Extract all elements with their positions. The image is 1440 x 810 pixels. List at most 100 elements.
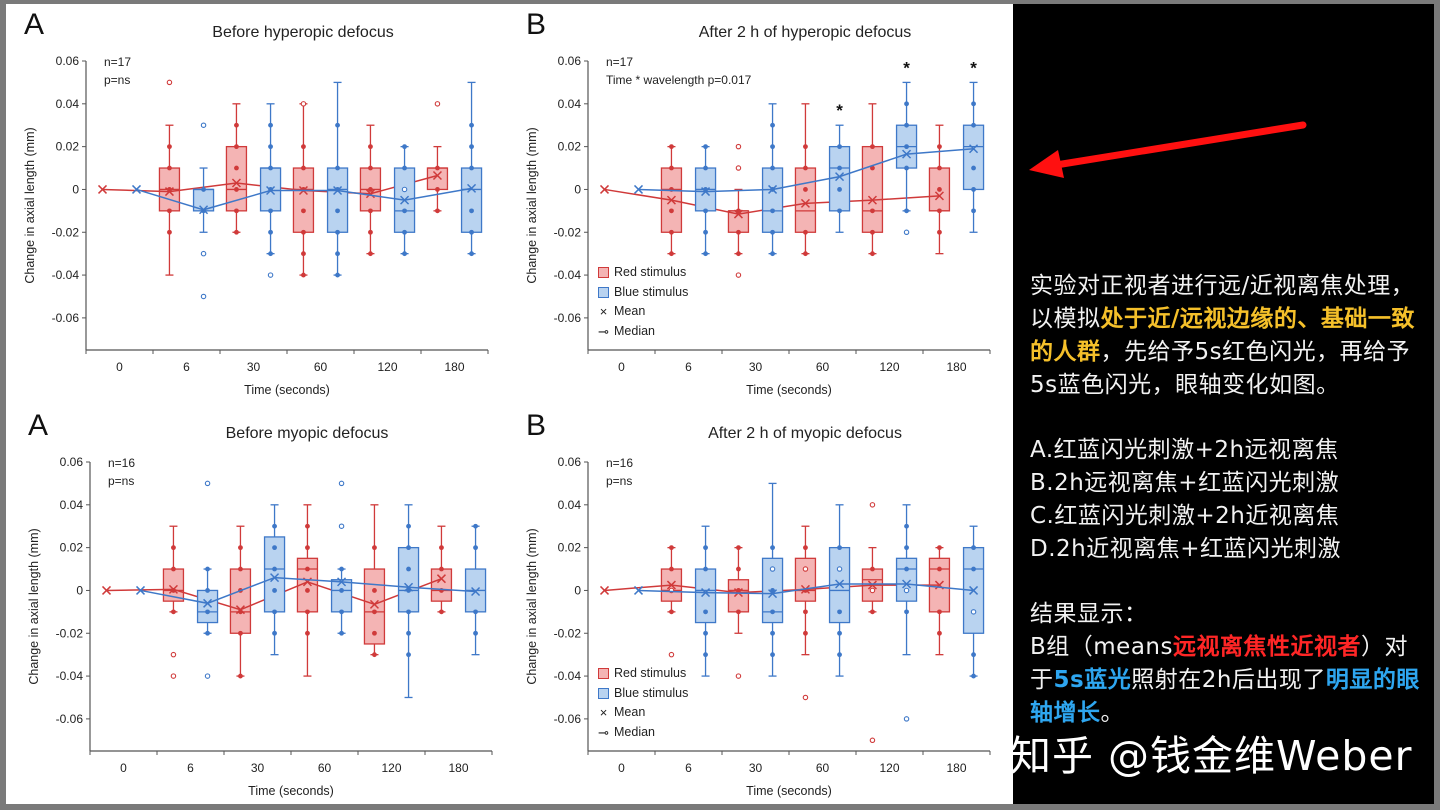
- legend-blue-stimulus: Blue stimulus: [598, 684, 688, 704]
- box-iqr: [229, 568, 252, 634]
- mean-x-stroke: [902, 579, 912, 589]
- group-d: D.2h近视离焦+红蓝闪光刺激: [1030, 536, 1342, 562]
- y-tick-label: 0.02: [558, 541, 582, 555]
- outlier-point: [401, 186, 408, 193]
- outlier-point: [836, 566, 843, 572]
- legend-label: Red stimulus: [614, 666, 687, 681]
- data-point: [803, 144, 808, 150]
- chart-title: After 2 h of hyperopic defocus: [698, 24, 912, 41]
- data-point: [703, 208, 708, 214]
- data-point: [937, 144, 942, 150]
- x-tick-label: 30: [749, 360, 763, 374]
- data-point: [234, 208, 239, 214]
- data-point: [937, 165, 942, 171]
- x-tick-label: 6: [685, 360, 692, 374]
- mean-marker: [97, 184, 108, 194]
- data-point: [770, 652, 775, 658]
- box-iqr: [895, 557, 918, 602]
- x-axis-label: Time (seconds): [244, 383, 330, 397]
- y-tick-label: 0: [574, 182, 581, 196]
- x-tick-label: 0: [116, 360, 123, 374]
- data-point: [406, 609, 411, 615]
- data-point: [837, 609, 842, 615]
- data-point: [770, 122, 775, 128]
- mean-x-stroke: [369, 599, 379, 609]
- chart-legend: Red stimulus Blue stimulus × Mean ⊸ Median: [598, 263, 688, 341]
- annotation-line: p=ns: [104, 73, 131, 87]
- data-point: [406, 566, 411, 572]
- y-tick-label: 0.02: [558, 140, 582, 154]
- x-tick-label: 6: [685, 761, 692, 775]
- data-point: [803, 165, 808, 171]
- data-point: [205, 630, 210, 636]
- box-blue-60: [326, 81, 349, 278]
- panel-letter: B: [526, 8, 547, 41]
- y-tick-label: 0: [574, 583, 581, 597]
- outlier-point: [200, 293, 207, 300]
- mean-marker: [733, 209, 743, 219]
- mean-marker: [231, 178, 241, 188]
- data-point: [406, 523, 411, 529]
- box-red-180: [928, 124, 951, 255]
- box-blue-30: [761, 482, 784, 677]
- data-point: [167, 208, 172, 214]
- outlier-point: [769, 566, 776, 572]
- mean-x-stroke: [733, 209, 743, 219]
- panel-letter: A: [24, 8, 45, 41]
- mean-x-stroke: [835, 579, 845, 589]
- series-blue: [135, 480, 487, 699]
- series-blue: [633, 482, 985, 722]
- y-tick-label: -0.02: [554, 626, 582, 640]
- box-red-120: [359, 124, 382, 257]
- y-tick-label: 0.04: [56, 97, 80, 111]
- data-point: [402, 144, 407, 150]
- data-point: [272, 609, 277, 615]
- data-point: [770, 609, 775, 615]
- mean-marker-icon: ×: [599, 705, 608, 721]
- data-point: [971, 187, 976, 192]
- legend-mean: × Mean: [598, 302, 688, 322]
- chart-svg: 0.06 0.04 0.02 0 -0.02 -0.04 -0.06 0 6 30 60 120 180…: [525, 455, 991, 798]
- legend-red-stimulus: Red stimulus: [598, 664, 688, 684]
- legend-label: Median: [614, 724, 655, 739]
- legend-mean: × Mean: [598, 703, 688, 723]
- box-red-6: [660, 545, 683, 658]
- data-point: [937, 229, 942, 235]
- data-point: [837, 545, 842, 551]
- data-point: [372, 588, 377, 593]
- box-iqr: [794, 557, 817, 602]
- mean-x-stroke: [835, 172, 845, 182]
- data-point: [770, 251, 775, 257]
- x-tick-label: 60: [816, 360, 830, 374]
- mean-marker: [333, 185, 343, 196]
- data-point: [268, 122, 273, 128]
- data-point: [167, 229, 172, 235]
- data-point: [703, 630, 708, 636]
- data-point: [971, 545, 976, 551]
- data-point: [971, 673, 976, 679]
- data-point: [770, 229, 775, 235]
- mean-x-stroke: [599, 585, 610, 595]
- data-point: [669, 229, 674, 235]
- data-point: [669, 609, 674, 615]
- box-blue-180: [460, 81, 483, 257]
- x-axis-label: Time (seconds): [248, 784, 334, 798]
- mean-x-stroke: [266, 185, 276, 196]
- data-point: [272, 523, 277, 529]
- data-point: [870, 144, 875, 150]
- data-point: [435, 165, 440, 171]
- mean-marker: [934, 191, 944, 201]
- y-tick-label: 0.06: [558, 54, 582, 68]
- mean-x-stroke: [333, 185, 343, 196]
- box-red-30: [727, 143, 750, 278]
- data-point: [669, 566, 674, 572]
- box-red-30: [229, 525, 252, 679]
- mean-x-stroke: [203, 598, 213, 608]
- x-tick-label: 180: [946, 761, 966, 775]
- legend-label: Median: [614, 323, 655, 338]
- box-iqr: [225, 145, 248, 212]
- data-point: [234, 144, 239, 150]
- outlier-point: [802, 694, 809, 701]
- mean-x-stroke: [404, 582, 414, 592]
- data-point: [469, 208, 474, 214]
